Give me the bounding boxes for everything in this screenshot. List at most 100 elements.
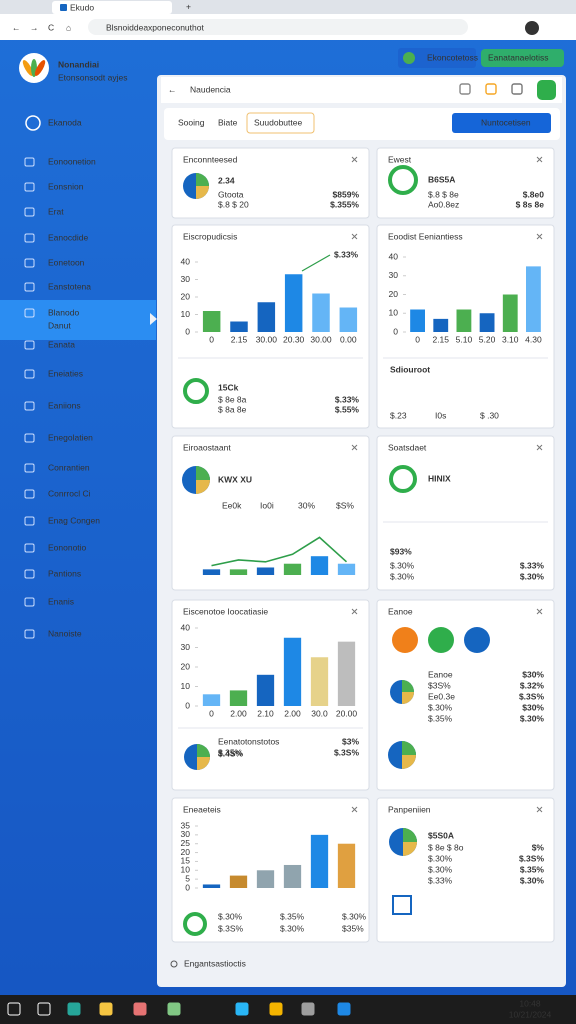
tab-item[interactable]: Sooing bbox=[178, 117, 205, 127]
header-icon[interactable] bbox=[485, 83, 497, 95]
y-tick-label: 25 bbox=[181, 838, 191, 848]
tab-title[interactable]: Ekudo bbox=[70, 2, 94, 12]
profile-button[interactable] bbox=[398, 48, 476, 68]
card-close[interactable] bbox=[536, 233, 543, 240]
y-tick-label: 20 bbox=[181, 661, 191, 671]
stat-text: $.3S% bbox=[519, 853, 544, 863]
menu-item[interactable]: Pantions bbox=[48, 568, 81, 578]
tab[interactable] bbox=[52, 1, 172, 14]
menu-item[interactable]: Eononotio bbox=[48, 542, 87, 552]
header-icon[interactable] bbox=[511, 83, 523, 95]
menu-item[interactable]: Eonsnion bbox=[48, 181, 84, 191]
taskbar-icon[interactable] bbox=[99, 1002, 113, 1016]
card-close[interactable] bbox=[536, 156, 543, 163]
stat-text: 30% bbox=[298, 500, 315, 510]
x-tick-label: 0 bbox=[209, 334, 214, 344]
home-link[interactable]: Ekanoda bbox=[48, 117, 82, 127]
nav-button[interactable]: ← bbox=[12, 22, 21, 32]
card-close[interactable] bbox=[536, 806, 543, 813]
menu-item[interactable]: Eonoonetion bbox=[48, 156, 96, 166]
stat-text: $35% bbox=[342, 923, 364, 933]
taskbar-icon[interactable] bbox=[337, 1002, 351, 1016]
menu-item[interactable]: Eonetoon bbox=[48, 257, 85, 267]
bar bbox=[229, 690, 248, 706]
card-close[interactable] bbox=[351, 608, 358, 615]
menu-item[interactable]: Enanis bbox=[48, 596, 74, 606]
trend-line bbox=[211, 536, 348, 567]
stat-text: $30% bbox=[522, 669, 544, 679]
menu-item[interactable]: Eneiaties bbox=[48, 368, 83, 378]
nav-button[interactable]: ⌂ bbox=[66, 22, 71, 32]
y-tick-label: 40 bbox=[181, 256, 191, 266]
menu-item[interactable]: Erat bbox=[48, 206, 64, 216]
ring-icon bbox=[388, 165, 418, 195]
menu-icon bbox=[24, 516, 35, 526]
tab-selected[interactable] bbox=[246, 112, 315, 134]
menu-item[interactable]: Eanata bbox=[48, 339, 75, 349]
x-tick-label: 30.00 bbox=[310, 334, 332, 344]
new-tab[interactable]: + bbox=[186, 1, 191, 11]
menu-item[interactable]: Nanoiste bbox=[48, 628, 82, 638]
card bbox=[376, 435, 555, 591]
card-close[interactable] bbox=[351, 233, 358, 240]
x-tick-label: 20.00 bbox=[336, 708, 358, 718]
header-add[interactable] bbox=[537, 80, 556, 100]
menu-icon bbox=[24, 340, 35, 350]
taskbar-icon[interactable] bbox=[7, 1002, 21, 1016]
tab-item[interactable]: Biate bbox=[218, 117, 238, 127]
menu-item[interactable]: Eanstotena bbox=[48, 281, 91, 291]
stat-text: $.55% bbox=[335, 404, 360, 414]
action-label[interactable]: Eanatanaelotiss bbox=[488, 52, 549, 62]
lower-kpi: $.4S% bbox=[218, 748, 243, 758]
nav-button[interactable]: C bbox=[48, 22, 54, 32]
taskbar-icon[interactable] bbox=[37, 1002, 51, 1016]
card-close[interactable] bbox=[351, 806, 358, 813]
tab-item[interactable]: Suudobuttee bbox=[254, 117, 302, 127]
profile-avatar[interactable] bbox=[525, 21, 539, 35]
taskbar-icon[interactable] bbox=[133, 1002, 147, 1016]
profile-label[interactable]: Ekoncotetoss bbox=[427, 52, 478, 62]
card-close[interactable] bbox=[351, 444, 358, 451]
menu-item[interactable]: Conrantien bbox=[48, 462, 90, 472]
card-title: Enconnteesed bbox=[183, 154, 238, 164]
card-close[interactable] bbox=[536, 444, 543, 451]
stat-text: $.32% bbox=[520, 680, 545, 690]
menu-item[interactable]: Conrrocl Ci bbox=[48, 488, 91, 498]
menu-item[interactable]: Eanocdide bbox=[48, 232, 88, 242]
stat-text: $3% bbox=[342, 736, 359, 746]
taskbar-icon[interactable] bbox=[167, 1002, 181, 1016]
taskbar-icon[interactable] bbox=[67, 1002, 81, 1016]
action-button[interactable] bbox=[481, 49, 564, 67]
taskbar-icon[interactable] bbox=[269, 1002, 283, 1016]
bar bbox=[229, 875, 248, 888]
primary-button[interactable] bbox=[452, 113, 551, 133]
y-tick-label: 30 bbox=[389, 270, 399, 280]
stat-text: Ee0k bbox=[222, 500, 242, 510]
header-icon[interactable] bbox=[459, 83, 471, 95]
menu-item[interactable]: Enegolatien bbox=[48, 432, 93, 442]
pie-slice bbox=[196, 480, 210, 494]
y-tick-label: 0 bbox=[393, 326, 398, 336]
stat-text: Ee0.3e bbox=[428, 691, 455, 701]
stat-text: $.3S% bbox=[218, 923, 243, 933]
taskbar-icon[interactable] bbox=[301, 1002, 315, 1016]
kpi-value: KWX XU bbox=[218, 474, 252, 484]
stat-text: Eanoe bbox=[428, 669, 453, 679]
card-close[interactable] bbox=[536, 608, 543, 615]
menu-item[interactable]: Blanodo bbox=[48, 307, 79, 317]
menu-item[interactable]: Enag Congen bbox=[48, 515, 100, 525]
ring-icon bbox=[389, 465, 417, 493]
card-close[interactable] bbox=[351, 156, 358, 163]
bar bbox=[310, 556, 329, 575]
menu-item[interactable]: Eaniions bbox=[48, 400, 81, 410]
x-tick-label: 5.20 bbox=[479, 334, 496, 344]
url[interactable]: Blsnoiddeaxponeconuthot bbox=[106, 22, 204, 32]
taskbar-icon[interactable] bbox=[235, 1002, 249, 1016]
address-field[interactable] bbox=[88, 19, 468, 35]
primary-button-label[interactable]: Nuntocetisen bbox=[481, 117, 531, 127]
back-arrow[interactable]: ← bbox=[168, 84, 177, 94]
stat-text: $.23 bbox=[390, 410, 407, 420]
x-tick-label: 2.15 bbox=[432, 334, 449, 344]
nav-button[interactable]: → bbox=[30, 22, 39, 32]
